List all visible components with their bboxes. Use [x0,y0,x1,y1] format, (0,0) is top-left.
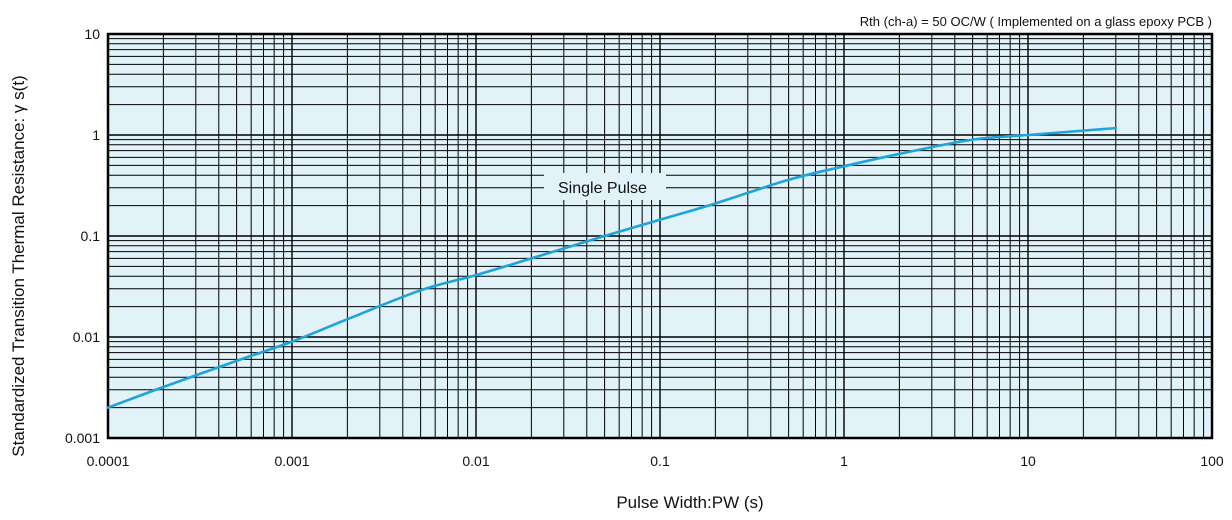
y-tick-label: 1 [92,127,100,143]
x-axis-title: Pulse Width:PW (s) [616,493,763,512]
y-tick-label: 0.01 [73,329,100,345]
x-tick-label: 0.001 [274,453,309,469]
x-tick-label: 100 [1200,453,1224,469]
series [106,126,1118,409]
series-annotation: Single Pulse [544,173,666,200]
series-label-background [544,173,666,200]
y-tick-label: 10 [84,26,100,42]
y-axis-title: Standardized Transition Thermal Resistan… [9,75,28,456]
x-tick-label: 0.1 [650,453,670,469]
chart-note: Rth (ch-a) = 50 OC/W ( Implemented on a … [860,14,1212,29]
plot-frame [106,32,1214,440]
tick-labels: 0.0001 0.001 0.01 0.1 1 10 100 0.001 0.01 0.1 1 10 [65,26,1224,469]
series-label-single-pulse: Single Pulse [558,180,647,197]
x-tick-label: 1 [840,453,848,469]
x-tick-label: 10 [1020,453,1036,469]
grid [107,34,1212,439]
y-tick-label: 0.001 [65,430,100,446]
series-line-single-pulse [106,126,1118,409]
y-tick-label: 0.1 [81,228,101,244]
x-tick-label: 0.01 [462,453,489,469]
x-tick-label: 0.0001 [87,453,130,469]
